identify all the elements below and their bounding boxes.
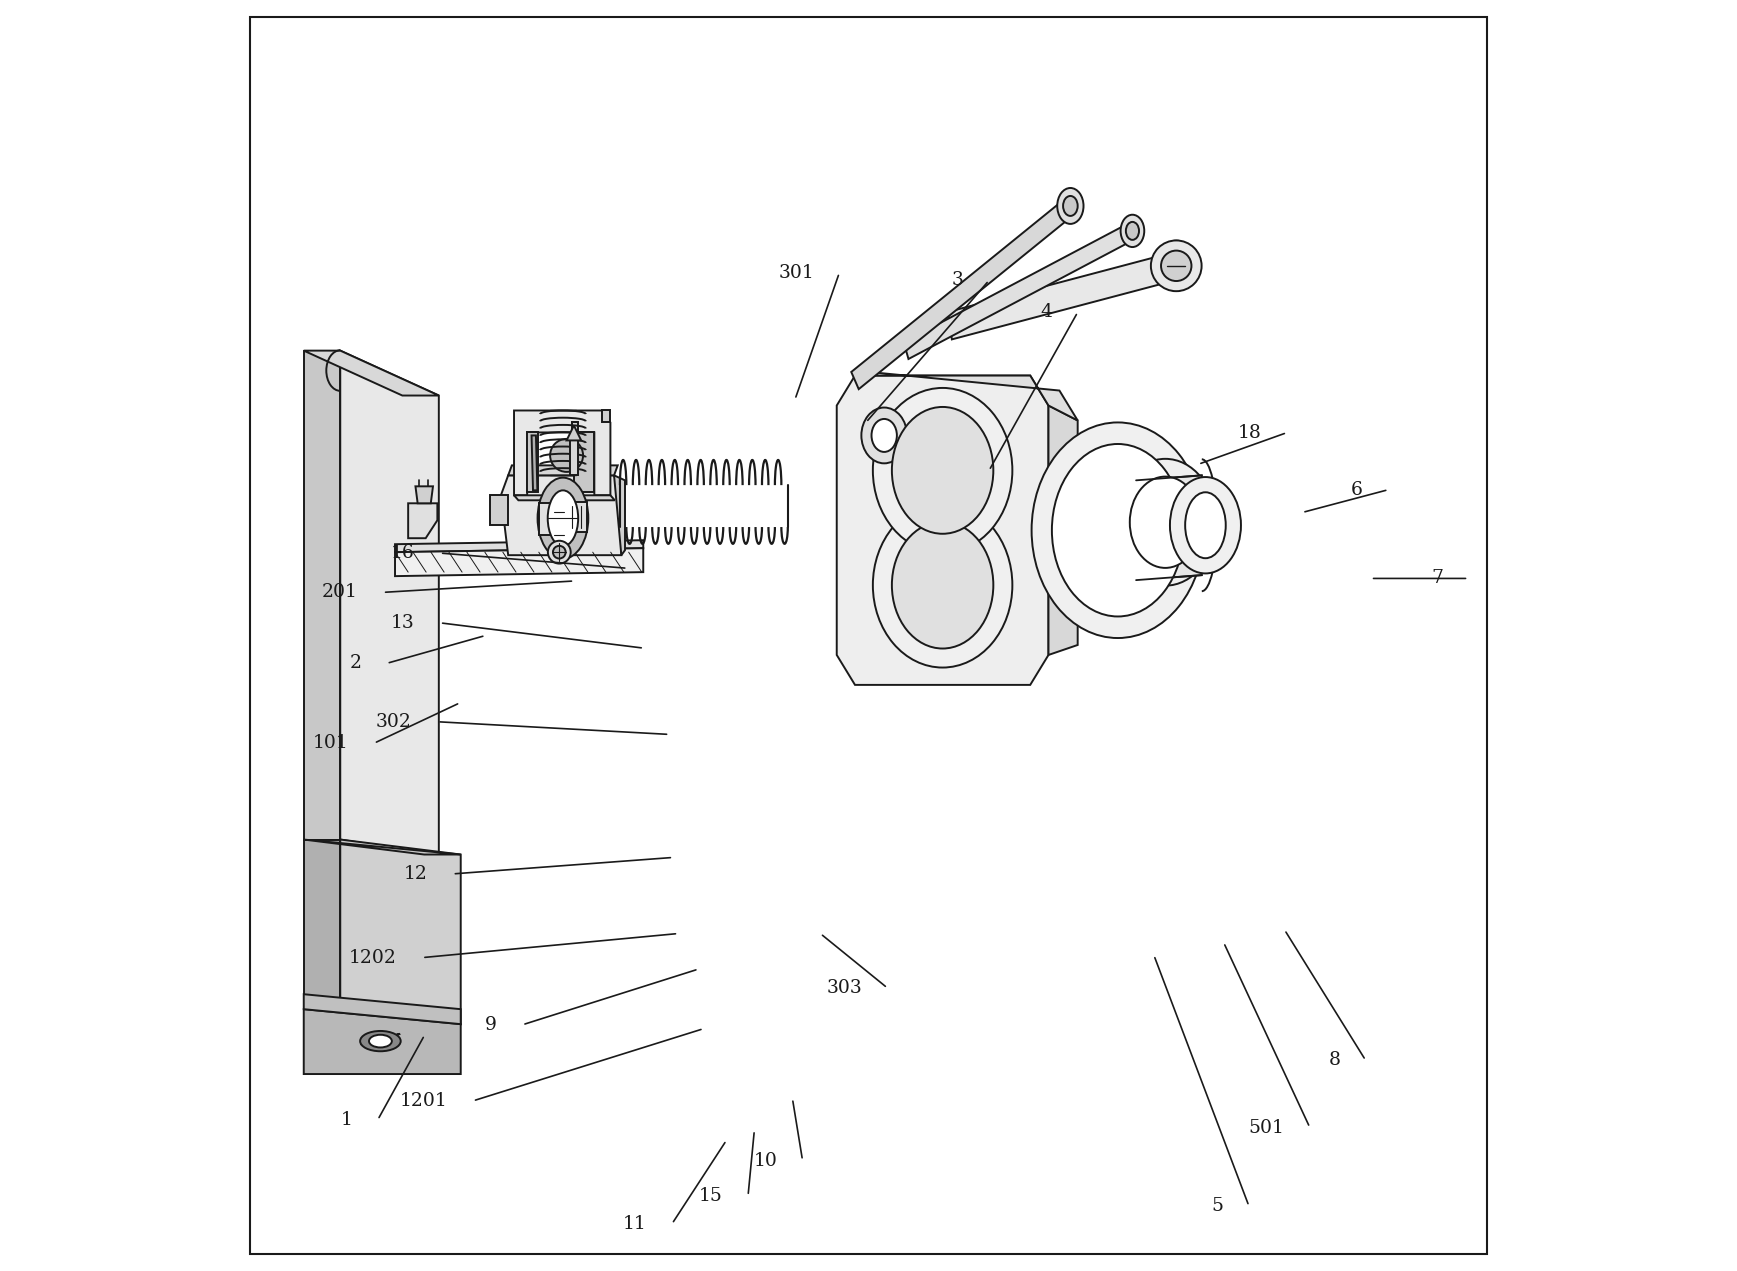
Ellipse shape — [1032, 422, 1204, 638]
Text: 303: 303 — [827, 979, 862, 996]
Ellipse shape — [1152, 240, 1202, 291]
Polygon shape — [573, 432, 594, 492]
Text: 1: 1 — [340, 1111, 353, 1129]
Polygon shape — [415, 487, 433, 503]
Polygon shape — [490, 496, 509, 525]
Ellipse shape — [1166, 252, 1186, 280]
Ellipse shape — [1120, 215, 1145, 247]
Polygon shape — [304, 840, 460, 854]
Text: 8: 8 — [1329, 1051, 1341, 1069]
Polygon shape — [304, 840, 340, 1009]
Text: 16: 16 — [391, 544, 415, 562]
Text: 301: 301 — [778, 264, 815, 282]
Polygon shape — [1049, 405, 1077, 655]
Polygon shape — [408, 503, 438, 538]
Ellipse shape — [537, 478, 589, 559]
Polygon shape — [394, 548, 643, 576]
Polygon shape — [340, 351, 439, 854]
Polygon shape — [615, 475, 625, 555]
Polygon shape — [566, 426, 582, 441]
Text: 12: 12 — [403, 866, 427, 883]
Polygon shape — [509, 465, 618, 475]
Polygon shape — [570, 441, 577, 475]
Text: 1202: 1202 — [349, 948, 396, 967]
Polygon shape — [568, 502, 587, 533]
Text: 13: 13 — [391, 614, 415, 632]
Text: 3: 3 — [952, 272, 964, 290]
Polygon shape — [1136, 475, 1202, 580]
Text: 18: 18 — [1238, 423, 1261, 441]
Ellipse shape — [1160, 250, 1192, 281]
Text: 10: 10 — [754, 1152, 776, 1169]
Text: 5: 5 — [1212, 1197, 1223, 1215]
Polygon shape — [532, 436, 537, 491]
Ellipse shape — [1058, 188, 1084, 224]
Polygon shape — [500, 475, 622, 555]
Ellipse shape — [368, 1035, 393, 1047]
Polygon shape — [526, 432, 538, 492]
Polygon shape — [538, 503, 552, 535]
Ellipse shape — [360, 1031, 401, 1051]
Ellipse shape — [1063, 196, 1077, 216]
Polygon shape — [554, 501, 565, 545]
Polygon shape — [340, 840, 460, 1024]
Text: 4: 4 — [1040, 302, 1053, 322]
Text: 7: 7 — [1431, 569, 1443, 587]
Ellipse shape — [874, 388, 1013, 553]
Text: 1201: 1201 — [400, 1092, 448, 1110]
Ellipse shape — [552, 545, 566, 558]
Polygon shape — [837, 375, 1049, 685]
Ellipse shape — [551, 438, 584, 472]
Text: 302: 302 — [377, 713, 412, 731]
Text: 11: 11 — [624, 1215, 646, 1233]
Ellipse shape — [872, 419, 896, 452]
Ellipse shape — [1053, 444, 1185, 616]
Polygon shape — [903, 222, 1134, 358]
Polygon shape — [304, 351, 439, 395]
Ellipse shape — [1115, 459, 1216, 586]
Polygon shape — [601, 411, 610, 422]
Ellipse shape — [547, 491, 578, 547]
Polygon shape — [573, 422, 578, 432]
Polygon shape — [514, 496, 615, 501]
Ellipse shape — [1126, 222, 1139, 240]
Text: 6: 6 — [1351, 480, 1364, 498]
Ellipse shape — [891, 407, 994, 534]
Text: 501: 501 — [1249, 1118, 1284, 1136]
Ellipse shape — [1185, 492, 1226, 558]
Ellipse shape — [1159, 240, 1195, 291]
Ellipse shape — [361, 1033, 400, 1045]
Polygon shape — [394, 540, 643, 552]
Polygon shape — [304, 994, 460, 1024]
Polygon shape — [855, 371, 1077, 421]
Ellipse shape — [1171, 477, 1240, 573]
Ellipse shape — [891, 521, 994, 648]
Ellipse shape — [874, 502, 1013, 667]
Text: 201: 201 — [321, 583, 358, 601]
Polygon shape — [948, 252, 1178, 339]
Ellipse shape — [862, 408, 907, 464]
Text: 15: 15 — [698, 1187, 723, 1205]
Text: 9: 9 — [485, 1016, 497, 1033]
Polygon shape — [304, 1009, 460, 1074]
Polygon shape — [851, 197, 1073, 389]
Ellipse shape — [547, 540, 571, 563]
Polygon shape — [514, 411, 610, 496]
Text: 2: 2 — [349, 655, 361, 672]
Polygon shape — [304, 351, 340, 840]
Text: 101: 101 — [313, 735, 349, 752]
Ellipse shape — [1129, 477, 1200, 568]
